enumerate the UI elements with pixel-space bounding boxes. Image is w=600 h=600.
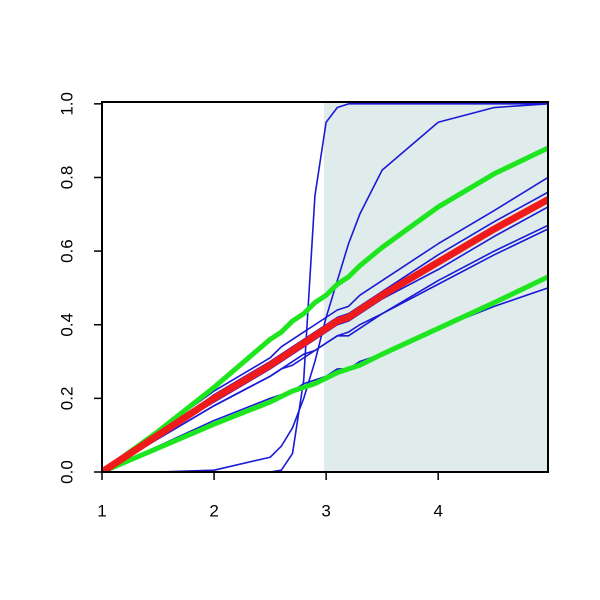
series-line: [102, 176, 548, 472]
series-line: [102, 196, 548, 472]
shaded-region: [323, 102, 548, 472]
x-tick-label: 1: [97, 501, 106, 520]
y-tick-label: 0.2: [57, 387, 76, 411]
x-tick-label: 2: [209, 501, 218, 520]
y-tick-label: 0.4: [57, 313, 76, 337]
series-line: [102, 103, 548, 472]
y-tick-label: 0.6: [57, 239, 76, 263]
plot-box: [101, 101, 549, 473]
x-tick-label: 4: [433, 501, 442, 520]
y-tick-label: 0.8: [57, 166, 76, 190]
y-tick-label: 1.0: [57, 92, 76, 116]
y-tick-label: 0.0: [57, 460, 76, 484]
series-line: [102, 103, 548, 472]
series-line: [102, 145, 548, 472]
series-line: [102, 274, 548, 472]
x-tick-label: 3: [321, 501, 330, 520]
series-line: [102, 228, 548, 472]
